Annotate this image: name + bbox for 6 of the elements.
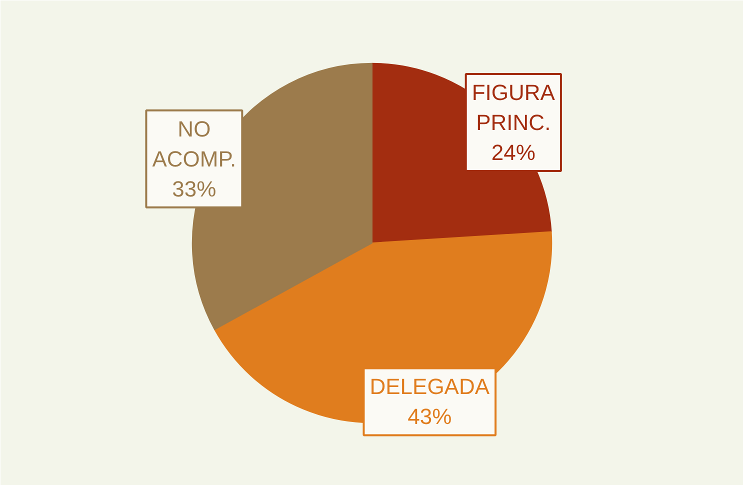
slice-label: FIGURA PRINC. — [472, 80, 556, 136]
slice-label: NO ACOMP. — [152, 116, 236, 172]
slice-label: DELEGADA — [370, 374, 490, 400]
data-label: 33% — [172, 176, 216, 202]
data-label: 24% — [491, 140, 536, 166]
data-label: 43% — [408, 404, 452, 430]
